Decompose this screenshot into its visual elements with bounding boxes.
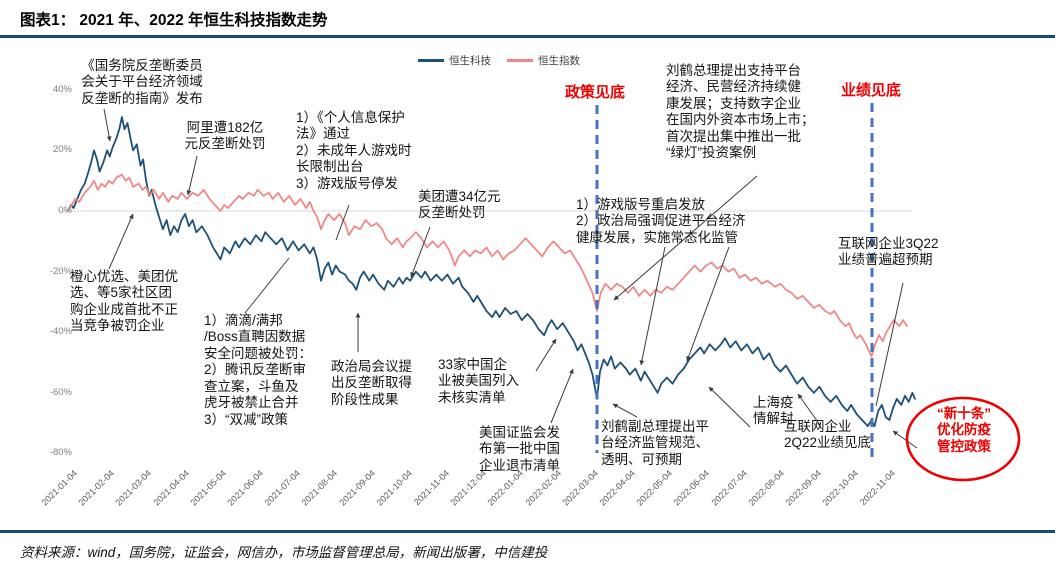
y-axis-label: 20% (52, 144, 72, 156)
annotation-alibaba-fine: 阿里遭182亿 元反垄断处罚 (184, 120, 266, 152)
legend-item-hstech: 恒生科技 (418, 53, 491, 68)
y-axis-label: 40% (52, 83, 72, 95)
legend-label-hstech: 恒生科技 (449, 55, 491, 67)
annotation-community-group-buying-fines: 橙心优选、美团优 选、等5家社区团 购企业成首批不正 当竞争被罚企业 (70, 269, 178, 334)
annotation-2q22-earnings-bottom: 互联网企业 2Q22业绩见底 (784, 419, 872, 451)
event-label-earnings-bottom: 业绩见底 (841, 82, 902, 99)
annotation-sec-delisting-list: 美国证监会发 布第一批中国 企业退市清单 (479, 425, 560, 473)
legend-label-hsi: 恒生指数 (538, 55, 580, 67)
annotation-didi-tencent-shuangjian: 1）滴滴/满邦 /Boss直聘因数据 安全问题被处罚： 2）腾讯反垄断审 查立案… (204, 313, 312, 427)
annotation-shanghai-reopening: 上海疫 情解封 (753, 395, 794, 427)
annotation-unverified-list-33: 33家中国企 业被美国列入 未核实清单 (438, 357, 519, 405)
event-label-policy-bottom: 政策见底 (565, 84, 626, 101)
y-axis-label: -60% (49, 386, 72, 398)
annotation-license-resume-politburo: 1）游戏版号重启发放 2）政治局强调促进平台经济 健康发展，实施常态化监管 (576, 197, 746, 245)
y-axis-label: -40% (49, 326, 72, 338)
legend-item-hsi: 恒生指数 (507, 53, 580, 68)
y-axis-label: -80% (49, 447, 72, 459)
annotation-pipl-minors-gamelicense: 1）《个人信息保护 法》通过 2）未成年人游戏时 长限制出台 3）游戏版号停发 (296, 110, 412, 191)
hsi-line-swatch-icon (507, 59, 533, 62)
footer-divider (0, 530, 1055, 533)
y-axis-label: -20% (49, 265, 72, 277)
annotation-meituan-fine: 美团遭34亿元 反垄断处罚 (418, 189, 501, 221)
annotation-liuhe-regulation-transparent: 刘鹤副总理提出平 台经济监管规范、 透明、可预期 (601, 419, 709, 467)
y-axis-label: 0% (58, 205, 72, 216)
annotation-new-ten-covid-policy: “新十条” 优化防疫 管控政策 (937, 406, 991, 454)
title-divider (0, 35, 1055, 38)
figure-title: 图表1： 2021 年、2022 年恒生科技指数走势 (20, 12, 328, 29)
annotation-liuhe-platform-support: 刘鹤总理提出支持平台 经济、民营经济持续健 康发展；支持数字企业 在国内外资本市… (666, 63, 815, 161)
annotation-antitrust-guideline: 《国务院反垄断委员 会关于平台经济领域 反垄断的指南》发布 (81, 58, 203, 106)
hstech-line-swatch-icon (418, 59, 444, 62)
annotation-3q22-earnings-beat: 互联网企业3Q22 业绩普遍超预期 (838, 236, 939, 268)
source-note: 资料来源：wind，国务院，证监会，网信办，市场监督管理总局，新闻出版署，中信建… (20, 545, 548, 560)
chart-legend: 恒生科技 恒生指数 (418, 53, 580, 68)
annotation-politburo-antitrust-progress: 政治局会议提 出反垄断取得 阶段性成果 (331, 359, 412, 407)
